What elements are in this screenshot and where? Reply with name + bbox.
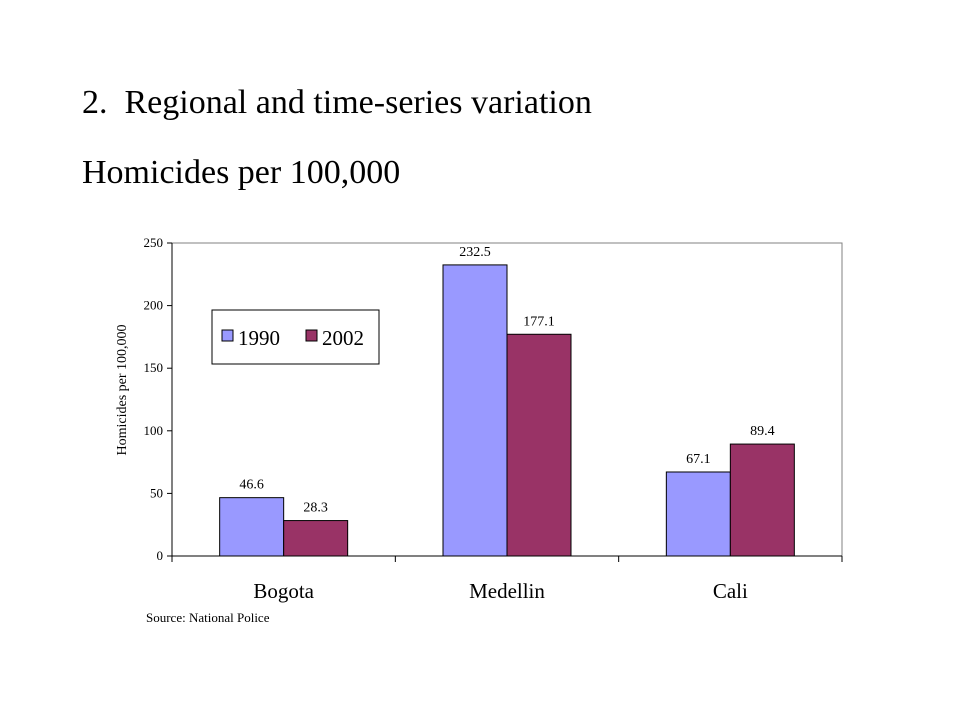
- data-label: 67.1: [686, 452, 711, 467]
- y-axis-title: Homicides per 100,000: [115, 324, 130, 455]
- slide-subtitle: Homicides per 100,000: [82, 154, 401, 191]
- bar-2002-bogota: [283, 520, 349, 557]
- y-axis: 0 50 100 150 200 250: [144, 235, 173, 563]
- legend-swatch-2002: [305, 329, 318, 342]
- bar-1990-cali: [665, 471, 731, 557]
- y-tick-label: 150: [144, 360, 164, 375]
- x-axis: Bogota Medellin Cali: [171, 555, 843, 603]
- data-label: 89.4: [750, 424, 775, 439]
- legend-swatch-1990: [221, 329, 234, 342]
- slide-title: 2. Regional and time-series variation: [82, 84, 592, 121]
- data-label: 177.1: [523, 314, 555, 329]
- source-note: Source: National Police: [146, 610, 270, 625]
- bars: [219, 264, 795, 557]
- x-category-label: Bogota: [253, 579, 314, 603]
- y-tick-label: 100: [144, 423, 164, 438]
- y-tick-label: 50: [150, 485, 163, 500]
- legend-box: [211, 309, 380, 365]
- legend: 1990 2002: [211, 309, 380, 365]
- x-category-label: Cali: [713, 579, 748, 603]
- y-tick-label: 200: [144, 298, 164, 313]
- data-label: 28.3: [303, 501, 328, 516]
- y-tick-label: 250: [144, 235, 164, 250]
- bar-2002-cali: [729, 443, 795, 557]
- data-labels: 46.6 232.5 67.1 28.3 177.1 89.4: [239, 245, 774, 516]
- bar-2002-medellin: [506, 333, 572, 557]
- bar-1990-medellin: [442, 264, 508, 557]
- legend-label-1990: 1990: [238, 326, 280, 350]
- y-tick-label: 0: [157, 548, 164, 563]
- data-label: 46.6: [239, 478, 264, 493]
- legend-label-2002: 2002: [322, 326, 364, 350]
- bar-1990-bogota: [219, 497, 285, 557]
- x-category-label: Medellin: [469, 579, 545, 603]
- data-label: 232.5: [459, 245, 491, 260]
